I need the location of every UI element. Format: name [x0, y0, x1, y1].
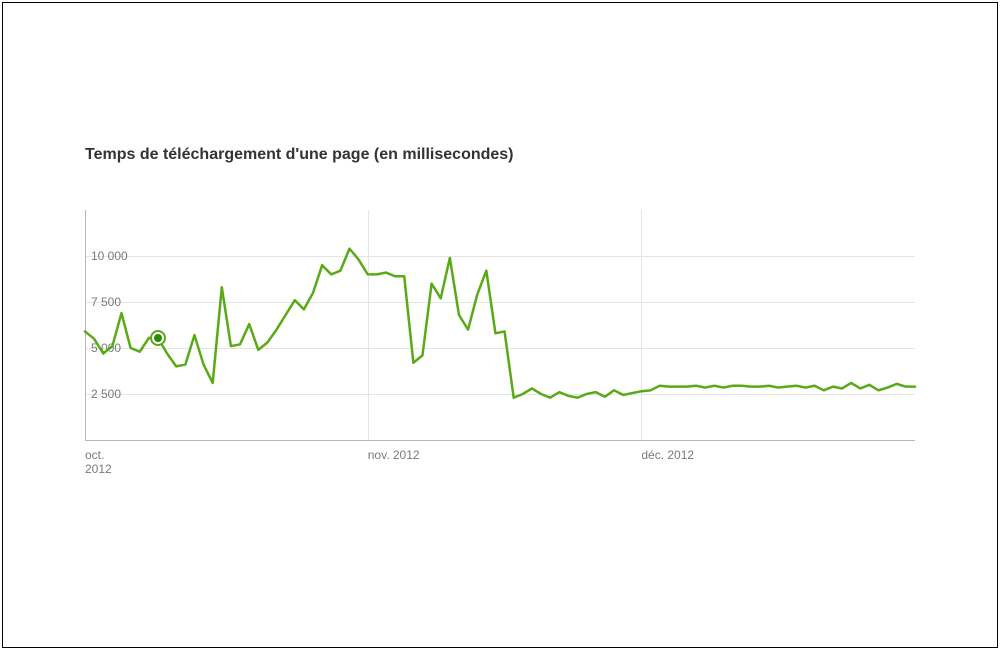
chart-title: Temps de téléchargement d'une page (en m…	[85, 146, 514, 164]
x-tick-label: déc. 2012	[641, 448, 694, 462]
chart: 2 5005 0007 50010 000oct. 2012nov. 2012d…	[85, 210, 915, 440]
x-tick-label: nov. 2012	[368, 448, 420, 462]
plot-area: 2 5005 0007 50010 000oct. 2012nov. 2012d…	[85, 210, 915, 440]
x-tick-label: oct. 2012	[85, 448, 112, 476]
x-axis	[85, 440, 915, 441]
line-series	[85, 210, 915, 440]
